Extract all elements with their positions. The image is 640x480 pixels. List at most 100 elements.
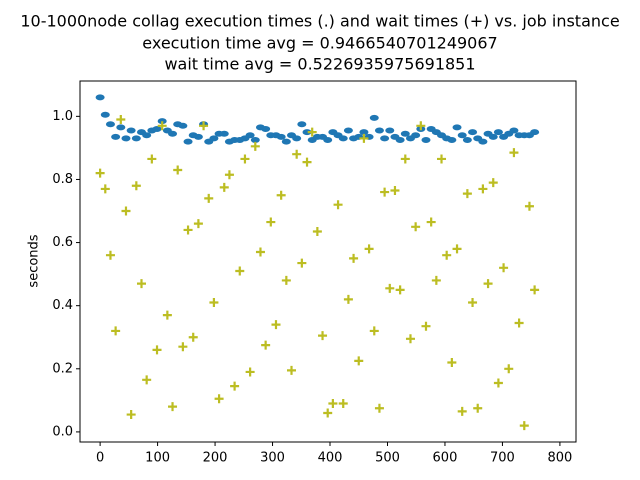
exec-point: [369, 114, 379, 121]
wait-point: [328, 399, 338, 409]
wait-point: [524, 201, 534, 211]
x-tick-label: 300: [260, 451, 285, 466]
wait-point: [147, 154, 157, 164]
wait-point: [142, 375, 152, 385]
y-tick-label: 0.6: [52, 235, 73, 250]
wait-point: [95, 168, 105, 178]
exec-point: [530, 129, 540, 136]
wait-point: [431, 275, 441, 285]
exec-point: [297, 121, 307, 128]
y-tick-label: 0.4: [52, 298, 73, 313]
exec-point: [302, 129, 312, 136]
wait-point: [292, 149, 302, 159]
wait-point: [224, 170, 234, 180]
wait-point: [359, 133, 369, 143]
x-tick-label: 800: [547, 451, 572, 466]
chart-subtitle: execution time avg = 0.9466540701249067: [142, 34, 497, 53]
wait-point: [349, 253, 359, 263]
wait-point: [276, 190, 286, 200]
wait-point: [173, 165, 183, 175]
wait-point: [405, 334, 415, 344]
wait-point: [400, 154, 410, 164]
wait-point: [168, 402, 178, 412]
exec-point: [100, 111, 110, 118]
wait-point: [235, 266, 245, 276]
exec-point: [385, 127, 395, 134]
wait-point: [343, 294, 353, 304]
exec-point: [447, 137, 457, 144]
wait-point: [214, 394, 224, 404]
exec-point: [178, 122, 188, 129]
wait-point: [152, 345, 162, 355]
exec-point: [183, 138, 193, 145]
wait-point: [473, 403, 483, 413]
wait-point: [100, 184, 110, 194]
exec-point: [157, 118, 167, 125]
wait-point: [121, 206, 131, 216]
wait-point: [385, 283, 395, 293]
wait-point: [421, 321, 431, 331]
wait-point: [178, 342, 188, 352]
wait-point: [426, 217, 436, 227]
wait-point: [219, 182, 229, 192]
x-tick-label: 700: [490, 451, 515, 466]
wait-point: [157, 121, 167, 131]
exec-point: [323, 137, 333, 144]
wait-point: [281, 275, 291, 285]
wait-point: [374, 403, 384, 413]
wait-point: [307, 127, 317, 137]
x-tick-label: 400: [318, 451, 343, 466]
wait-point: [411, 222, 421, 232]
wait-point: [183, 225, 193, 235]
wait-point: [188, 332, 198, 342]
wait-point: [193, 219, 203, 229]
exec-point: [468, 129, 478, 136]
wait-point: [116, 114, 126, 124]
exec-point: [116, 124, 126, 131]
wait-point: [318, 331, 328, 341]
wait-point: [478, 184, 488, 194]
exec-point: [152, 125, 162, 132]
wait-point: [204, 193, 214, 203]
wait-point: [499, 263, 509, 273]
wait-point: [230, 381, 240, 391]
exec-point: [276, 133, 286, 140]
wait-point: [452, 244, 462, 254]
exec-point: [219, 130, 229, 137]
wait-point: [369, 326, 379, 336]
exec-point: [245, 132, 255, 139]
wait-point: [519, 421, 529, 431]
wait-point: [266, 217, 276, 227]
chart-title: 10-1000node collag execution times (.) a…: [20, 12, 619, 31]
wait-point: [483, 279, 493, 289]
wait-point: [105, 250, 115, 260]
exec-point: [380, 135, 390, 142]
exec-point: [457, 132, 467, 139]
wait-point: [380, 187, 390, 197]
exec-point: [400, 130, 410, 137]
wait-point: [530, 285, 540, 295]
chart-subtitle: wait time avg = 0.5226935975691851: [164, 55, 475, 74]
exec-point: [111, 133, 121, 140]
wait-point: [364, 244, 374, 254]
exec-point: [478, 138, 488, 145]
exec-point: [131, 135, 141, 142]
exec-point: [261, 125, 271, 132]
x-tick-label: 500: [375, 451, 400, 466]
wait-point: [126, 410, 136, 420]
y-tick-label: 0.8: [52, 172, 73, 187]
exec-point: [359, 129, 369, 136]
wait-point: [287, 365, 297, 375]
exec-point: [374, 127, 384, 134]
wait-point: [131, 181, 141, 191]
wait-point: [354, 356, 364, 366]
wait-point: [468, 298, 478, 308]
wait-point: [333, 200, 343, 210]
exec-point: [142, 132, 152, 139]
wait-point: [199, 121, 209, 131]
exec-point: [281, 138, 291, 145]
wait-point: [297, 258, 307, 268]
wait-point: [250, 141, 260, 151]
exec-point: [105, 121, 115, 128]
x-tick-label: 0: [96, 451, 104, 466]
